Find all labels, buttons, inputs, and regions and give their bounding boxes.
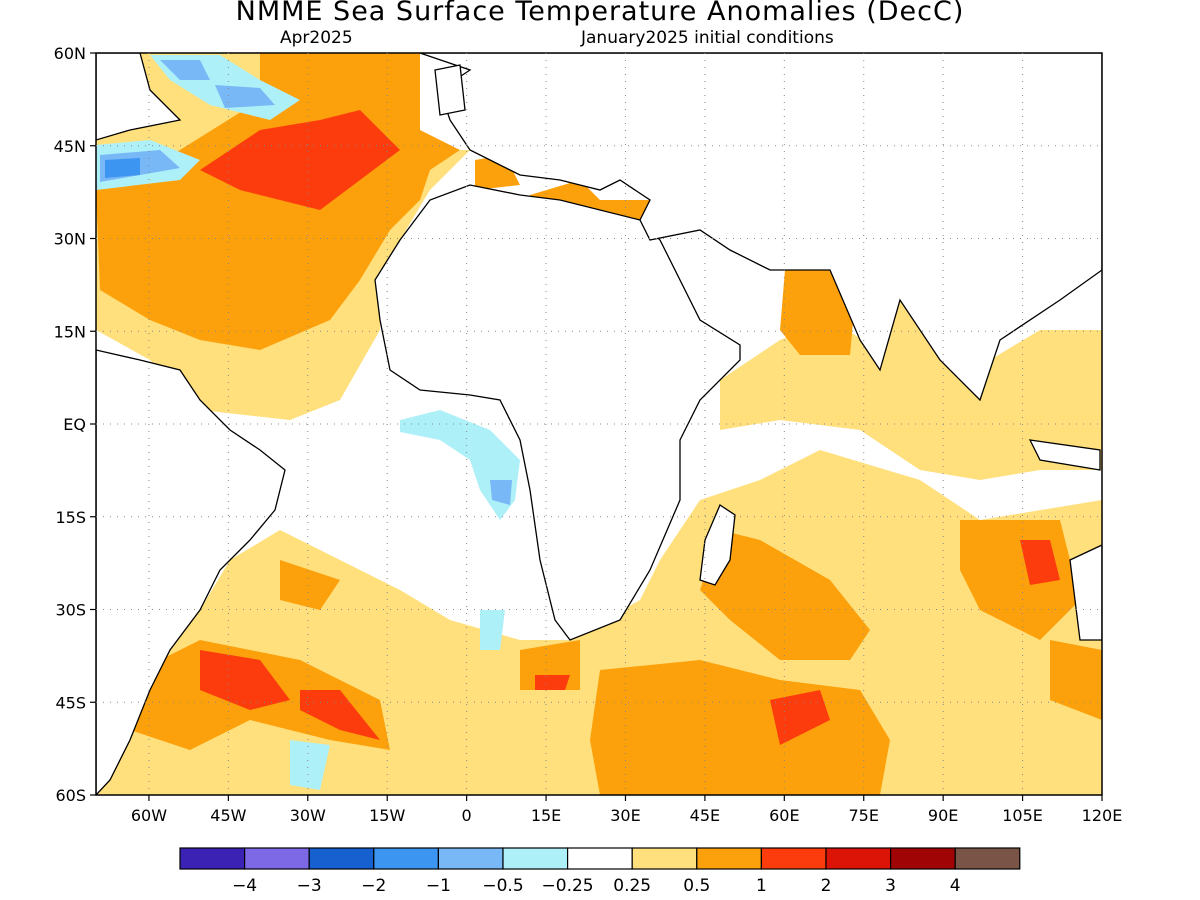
mediterranean-orange — [475, 145, 670, 230]
colorbar-swatch — [308, 847, 375, 870]
lat-label: 15S — [55, 508, 86, 527]
colorbar-swatch — [825, 847, 892, 870]
southern-ocean-orange — [120, 560, 890, 795]
colorbar-label: 0.25 — [613, 876, 651, 896]
forecast-month: Apr2025 — [280, 28, 353, 48]
colorbar-swatch — [954, 847, 1021, 870]
anomaly-fields — [96, 53, 1102, 795]
lon-label: 0 — [462, 806, 472, 825]
colorbar-swatch — [760, 847, 827, 870]
lon-label: 60E — [769, 806, 799, 825]
lon-label: 15W — [369, 806, 405, 825]
lat-label: 60N — [54, 44, 86, 63]
north-america-outline — [96, 53, 182, 141]
colorbar-label: 2 — [821, 876, 832, 896]
colorbar-label: −4 — [232, 876, 257, 896]
gulf-of-guinea-cold — [290, 410, 520, 790]
south-america-outline — [96, 349, 286, 795]
colorbar-swatch — [502, 847, 569, 870]
lon-label: 75E — [849, 806, 879, 825]
gridlines — [96, 53, 1102, 795]
nw-atlantic-cold-mid — [100, 60, 275, 182]
colorbar-label: 1 — [756, 876, 767, 896]
lon-label: 60W — [131, 806, 167, 825]
colorbar-label: −2 — [361, 876, 386, 896]
lon-label: 45W — [210, 806, 246, 825]
colorbar — [179, 847, 1021, 870]
lat-label: EQ — [63, 415, 86, 434]
gulf-of-guinea-cold-mid — [490, 480, 512, 505]
north-atlantic-red — [200, 110, 400, 210]
lat-label: 45N — [54, 137, 86, 156]
colorbar-swatch — [696, 847, 762, 870]
map-title: NMME Sea Surface Temperature Anomalies (… — [235, 0, 965, 27]
south-indian-orange — [700, 520, 1102, 720]
colorbar-swatch — [437, 847, 504, 870]
lon-label: 90E — [928, 806, 958, 825]
longitude-axis: 60W 45W 30W 15W 0 15E 30E 45E 60E 75E 90E 105E 120E — [131, 795, 1122, 825]
latitude-axis: 60N 45N 30N 15N EQ 15S 30S 45S 60S — [54, 44, 96, 805]
colorbar-label: −0.5 — [482, 876, 523, 896]
colorbar-swatch — [244, 847, 310, 870]
australia-outline — [1069, 544, 1102, 641]
lon-label: 15E — [531, 806, 561, 825]
initial-conditions: January2025 initial conditions — [581, 28, 834, 48]
colorbar-swatch — [889, 847, 956, 870]
colorbar-label: −0.25 — [542, 876, 594, 896]
indonesia-outline — [1028, 439, 1101, 471]
colorbar-labels: −4 −3 −2 −1 −0.5 −0.25 0.25 0.5 1 2 3 4 — [232, 876, 961, 896]
europe-outline — [419, 53, 1102, 402]
colorbar-swatch — [566, 847, 633, 870]
lat-label: 60S — [55, 786, 86, 805]
arabian-sea-orange — [780, 270, 855, 355]
lat-label: 30S — [55, 601, 86, 620]
lat-label: 15N — [54, 322, 86, 341]
madagascar-outline — [699, 504, 736, 586]
colorbar-swatch — [179, 847, 246, 870]
nw-atlantic-cold-dark — [105, 158, 140, 178]
colorbar-label: 4 — [950, 876, 961, 896]
colorbar-swatch — [631, 847, 698, 870]
colorbar-label: 3 — [885, 876, 896, 896]
lon-label: 45E — [690, 806, 720, 825]
uk-outline — [434, 64, 466, 116]
lon-label: 30W — [290, 806, 326, 825]
lon-label: 105E — [1002, 806, 1043, 825]
colorbar-label: −1 — [426, 876, 451, 896]
colorbar-label: 0.5 — [683, 876, 710, 896]
colorbar-label: −3 — [297, 876, 322, 896]
lon-label: 30E — [610, 806, 640, 825]
lon-label: 120E — [1082, 806, 1123, 825]
lat-label: 30N — [54, 230, 86, 249]
colorbar-swatch — [373, 847, 439, 870]
lat-label: 45S — [55, 693, 86, 712]
